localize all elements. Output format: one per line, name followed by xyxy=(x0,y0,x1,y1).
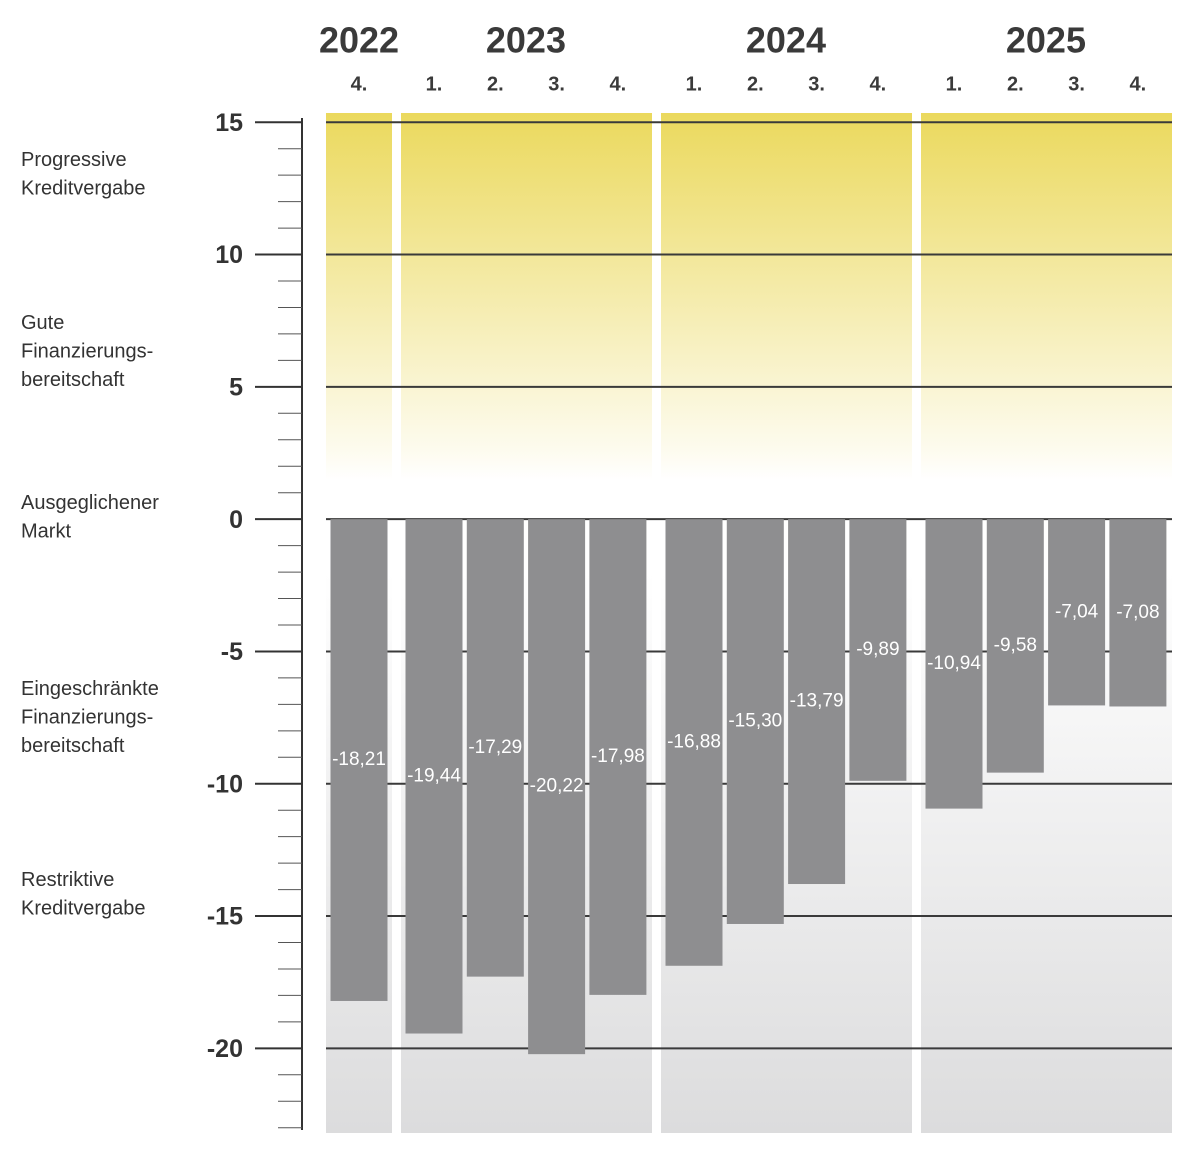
quarter-label: 3. xyxy=(808,73,825,95)
y-tick-label: -15 xyxy=(207,903,243,931)
quarter-label: 4. xyxy=(351,73,368,95)
zone-label: Finanzierungs- xyxy=(21,340,153,362)
bar xyxy=(1109,519,1167,707)
bar xyxy=(466,519,524,977)
zone-label: bereitschaft xyxy=(21,369,125,391)
year-label: 2022 xyxy=(319,20,399,61)
zone-label: Eingeschränkte xyxy=(21,678,159,700)
zone-label: Gute xyxy=(21,312,64,334)
zone-label: Progressive xyxy=(21,149,127,171)
y-tick-label: -20 xyxy=(207,1035,243,1063)
zone-label: Finanzierungs- xyxy=(21,706,153,728)
value-label: -17,29 xyxy=(468,737,522,758)
quarter-label: 1. xyxy=(426,73,443,95)
bar xyxy=(1048,519,1106,706)
quarter-label: 4. xyxy=(1130,73,1147,95)
bar xyxy=(405,519,463,1034)
bar xyxy=(788,519,846,885)
quarter-label: 1. xyxy=(946,73,963,95)
zone-label: Kreditvergabe xyxy=(21,898,146,920)
bar xyxy=(589,519,647,995)
zone-label: Kreditvergabe xyxy=(21,178,146,200)
zone-label: Markt xyxy=(21,521,71,543)
year-label: 2023 xyxy=(486,20,566,61)
value-label: -9,89 xyxy=(856,639,899,660)
y-tick-label: -5 xyxy=(221,638,243,666)
year-label: 2025 xyxy=(1006,20,1086,61)
zone-label: Ausgeglichener xyxy=(21,492,159,514)
year-label: 2024 xyxy=(746,20,826,61)
value-label: -13,79 xyxy=(790,691,844,712)
bar xyxy=(528,519,586,1055)
quarter-label: 2. xyxy=(1007,73,1024,95)
value-label: -16,88 xyxy=(667,731,721,752)
value-label: -15,30 xyxy=(728,711,782,732)
value-label: -7,08 xyxy=(1116,602,1159,623)
y-tick-label: 15 xyxy=(215,109,243,137)
bar xyxy=(330,519,388,1001)
value-label: -10,94 xyxy=(927,653,981,674)
zone-label: Restriktive xyxy=(21,869,114,891)
bar xyxy=(726,519,784,924)
bar xyxy=(986,519,1044,773)
quarter-label: 2. xyxy=(487,73,504,95)
quarter-label: 4. xyxy=(610,73,627,95)
value-label: -17,98 xyxy=(591,746,645,767)
y-tick-label: 5 xyxy=(229,373,243,401)
quarter-label: 3. xyxy=(1068,73,1085,95)
value-label: -20,22 xyxy=(530,776,584,797)
quarter-label: 2. xyxy=(747,73,764,95)
bar xyxy=(925,519,983,809)
y-tick-label: -10 xyxy=(207,770,243,798)
quarter-label: 3. xyxy=(548,73,565,95)
zone-label: bereitschaft xyxy=(21,735,125,757)
y-tick-label: 10 xyxy=(215,241,243,269)
bar xyxy=(665,519,723,966)
value-label: -7,04 xyxy=(1055,601,1099,622)
quarter-label: 1. xyxy=(686,73,703,95)
y-tick-label: 0 xyxy=(229,506,243,534)
value-label: -19,44 xyxy=(407,765,461,786)
value-label: -9,58 xyxy=(994,635,1037,656)
value-label: -18,21 xyxy=(332,749,386,770)
quarter-label: 4. xyxy=(870,73,887,95)
bar xyxy=(849,519,907,781)
